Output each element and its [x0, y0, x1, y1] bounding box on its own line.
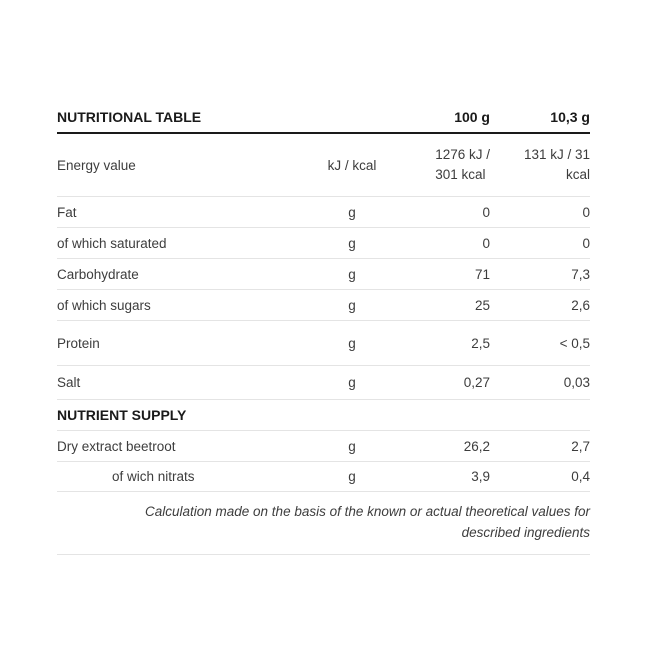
- nutrient-supply-section-header: NUTRIENT SUPPLY: [57, 400, 590, 431]
- nutrition-table: NUTRITIONAL TABLE 100 g 10,3 g Energy va…: [57, 105, 590, 555]
- table-row: of wich nitrats g 3,9 0,4: [57, 462, 590, 492]
- row-value-100g: 1276 kJ / 301 kcal: [397, 145, 490, 185]
- table-row: Fat g 0 0: [57, 197, 590, 228]
- row-unit: g: [348, 235, 356, 251]
- row-label: of which saturated: [57, 235, 167, 251]
- row-value-portion: 0,4: [571, 469, 590, 484]
- table-row: of which saturated g 0 0: [57, 228, 590, 259]
- row-value-100g: 71: [474, 266, 490, 282]
- row-unit: g: [348, 335, 356, 351]
- row-unit: g: [348, 204, 356, 220]
- table-row: of which sugars g 25 2,6: [57, 290, 590, 321]
- row-label: Salt: [57, 375, 81, 390]
- nutrition-table-header: NUTRITIONAL TABLE 100 g 10,3 g: [57, 105, 590, 134]
- row-label: Fat: [57, 204, 77, 220]
- row-label: Carbohydrate: [57, 266, 139, 282]
- energy-value-100g-text: 1276 kJ / 301 kcal: [435, 147, 490, 182]
- row-value-100g: 0: [482, 204, 490, 220]
- row-value-100g: 25: [474, 297, 490, 313]
- row-value-100g: 2,5: [471, 335, 490, 351]
- row-unit: g: [348, 375, 356, 390]
- row-unit: g: [348, 438, 356, 454]
- row-value-100g: 26,2: [463, 438, 490, 454]
- row-value-portion: 7,3: [571, 266, 590, 282]
- table-row: Dry extract beetroot g 26,2 2,7: [57, 431, 590, 462]
- row-value-portion: < 0,5: [559, 335, 590, 351]
- per-100g-column-header: 100 g: [454, 109, 490, 125]
- table-row: Salt g 0,27 0,03: [57, 366, 590, 400]
- row-value-100g: 0,27: [463, 375, 490, 390]
- row-value-portion: 2,7: [571, 438, 590, 454]
- row-value-portion: 0: [582, 204, 590, 220]
- row-value-portion: 0: [582, 235, 590, 251]
- table-title: NUTRITIONAL TABLE: [57, 109, 202, 125]
- row-label: of wich nitrats: [112, 469, 195, 484]
- table-row: Protein g 2,5 < 0,5: [57, 321, 590, 366]
- row-unit: g: [348, 469, 356, 484]
- row-label: Dry extract beetroot: [57, 438, 176, 454]
- per-portion-column-header: 10,3 g: [550, 109, 590, 125]
- table-row: Energy value kJ / kcal 1276 kJ / 301 kca…: [57, 134, 590, 197]
- row-unit: g: [348, 297, 356, 313]
- row-unit: g: [348, 266, 356, 282]
- row-value-portion: 0,03: [563, 375, 590, 390]
- row-label: Energy value: [57, 157, 136, 173]
- row-label: Protein: [57, 335, 100, 351]
- section-title: NUTRIENT SUPPLY: [57, 407, 187, 423]
- row-unit: kJ / kcal: [327, 157, 377, 173]
- row-value-100g: 0: [482, 235, 490, 251]
- row-value-100g: 3,9: [471, 469, 490, 484]
- calculation-footnote: Calculation made on the basis of the kno…: [57, 492, 590, 555]
- row-label: of which sugars: [57, 297, 151, 313]
- row-value-portion: 2,6: [571, 297, 590, 313]
- table-row: Carbohydrate g 71 7,3: [57, 259, 590, 290]
- row-value-portion: 131 kJ / 31 kcal: [523, 147, 590, 182]
- footnote-text: Calculation made on the basis of the kno…: [144, 504, 590, 540]
